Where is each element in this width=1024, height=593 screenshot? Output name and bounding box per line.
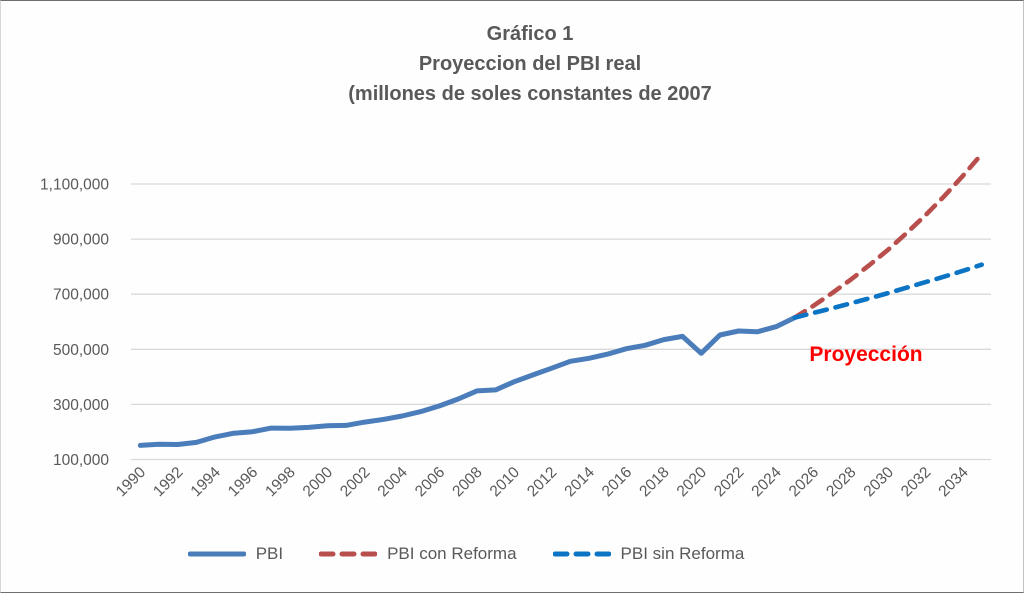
x-tick-label: 2010 [487, 464, 524, 501]
y-tick-label: 300,000 [53, 397, 109, 414]
series-pbi-sin-reforma [792, 262, 985, 320]
title-line-1: Gráfico 1 [486, 23, 574, 45]
legend: PBI PBI con Reforma PBI sin Reforma [1, 544, 977, 564]
y-tick-label: 700,000 [53, 287, 109, 304]
title-line-2: Proyeccion del PBI real [418, 53, 642, 75]
x-tick-label: 2020 [674, 464, 711, 501]
x-tick-label: 2002 [337, 464, 373, 500]
chart-title: Gráfico 1 Proyeccion del PBI real (millo… [19, 19, 1023, 109]
x-tick-label: 2004 [375, 464, 412, 501]
legend-label: PBI sin Reforma [620, 544, 745, 563]
legend-item-pbi-sin-reforma: PBI sin Reforma [552, 544, 745, 564]
series-pbi-con-reforma [792, 151, 985, 320]
x-tick-label: 1998 [262, 464, 298, 500]
x-tick-label: 2034 [935, 464, 972, 501]
series-pbi [137, 315, 798, 448]
y-tick-label: 900,000 [53, 232, 109, 249]
y-tick-label: 1,100,000 [40, 177, 109, 194]
x-tick-label: 1994 [188, 464, 225, 501]
legend-swatch-dashed-line-icon [319, 551, 378, 557]
projection-annotation: Proyección [809, 343, 922, 366]
x-tick-label: 1996 [225, 464, 261, 500]
x-tick-label: 2022 [711, 464, 747, 500]
y-tick-label: 100,000 [53, 452, 109, 469]
x-tick-label: 2006 [412, 464, 448, 500]
x-tick-label: 1992 [150, 464, 186, 500]
x-tick-label: 2028 [823, 464, 859, 500]
x-tick-label: 2030 [861, 464, 898, 501]
x-tick-label: 2026 [786, 464, 822, 500]
x-tick-label: 1990 [113, 464, 150, 501]
legend-label: PBI con Reforma [387, 544, 517, 563]
legend-item-pbi: PBI [187, 544, 284, 564]
x-tick-label: 2024 [748, 464, 785, 501]
legend-item-pbi-con-reforma: PBI con Reforma [319, 544, 517, 564]
x-tick-label: 2000 [300, 464, 337, 501]
legend-swatch-dashed-line-icon [552, 551, 611, 557]
x-tick-label: 2014 [561, 464, 598, 501]
x-tick-label: 2012 [524, 464, 560, 500]
legend-label: PBI [255, 544, 284, 563]
title-line-3: (millones de soles constantes de 2007 [348, 83, 712, 105]
x-tick-label: 2018 [636, 464, 672, 500]
x-tick-label: 2016 [599, 464, 635, 500]
x-tick-label: 2008 [449, 464, 485, 500]
legend-swatch-solid-line-icon [187, 551, 246, 557]
x-tick-label: 2032 [898, 464, 934, 500]
y-tick-label: 500,000 [53, 342, 109, 359]
